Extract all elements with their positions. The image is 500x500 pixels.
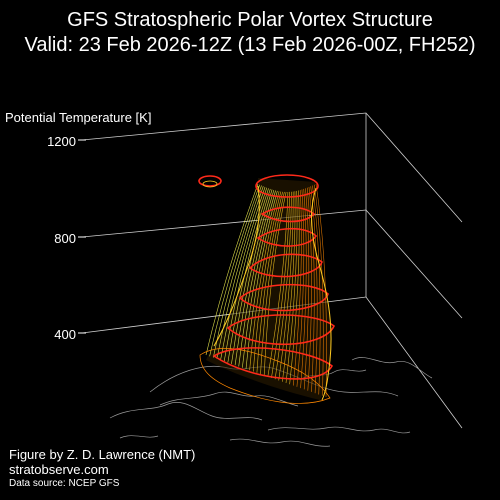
contour-ring xyxy=(248,253,323,278)
vortex-mesh-line xyxy=(238,189,275,367)
vortex-mesh-line xyxy=(308,186,315,392)
vortex-mesh-line xyxy=(220,186,266,361)
vortex-mesh-line xyxy=(310,186,318,394)
detached-vortex-fragment xyxy=(198,175,222,188)
coastline-segment xyxy=(351,357,433,379)
vortex-base-region xyxy=(199,348,331,404)
tick-label-1200: 1200 xyxy=(47,134,76,149)
axis-label: Potential Temperature [K] xyxy=(5,110,151,125)
vortex-mesh-line xyxy=(274,191,292,380)
vortex-mesh-line xyxy=(303,188,310,390)
contour-ring xyxy=(255,174,319,198)
figure-title-line2: Valid: 23 Feb 2026-12Z (13 Feb 2026-00Z,… xyxy=(24,34,476,56)
vortex-mesh-line xyxy=(285,190,298,384)
vortex-mesh-line xyxy=(313,184,324,396)
figure-title-line1: GFS Stratospheric Polar Vortex Structure xyxy=(67,9,433,31)
vortex-mesh-line xyxy=(289,190,300,385)
contour-ring xyxy=(238,283,329,312)
credit-website: stratobserve.com xyxy=(9,462,109,477)
vortex-mesh-line xyxy=(282,191,296,382)
tick-label-800: 800 xyxy=(54,231,76,246)
vortex-outline-right xyxy=(311,187,332,401)
credit-data-source: Data source: NCEP GFS xyxy=(9,478,120,489)
contour-ring xyxy=(226,314,335,346)
vortex-contours xyxy=(212,174,335,380)
vortex-mesh-line xyxy=(312,185,321,395)
coastline-segment xyxy=(229,438,331,447)
vortex-mesh-line xyxy=(260,191,285,375)
vortex-mesh-line xyxy=(212,185,262,358)
contour-ring xyxy=(256,227,318,247)
vortex-mesh-line xyxy=(271,191,290,378)
vortex-mesh-line xyxy=(306,187,312,391)
vortex-outline-left xyxy=(213,185,260,347)
vortex-mesh-line xyxy=(205,183,259,356)
vortex-mesh-line xyxy=(223,187,268,362)
grid-lines xyxy=(81,112,463,429)
vortex-mesh-line xyxy=(278,191,294,381)
coastline-segment xyxy=(267,426,411,434)
contour-ring xyxy=(260,206,316,223)
vortex-mesh-line xyxy=(209,184,261,357)
vortex-mesh-line xyxy=(216,186,264,359)
vortex-mesh-line xyxy=(263,191,287,376)
vortex-mesh-line xyxy=(292,190,302,386)
coastline-segment xyxy=(109,402,263,421)
vortex-mesh-line xyxy=(296,189,305,387)
tick-label-400: 400 xyxy=(54,327,76,342)
vortex-mesh-line xyxy=(315,183,327,398)
credit-author: Figure by Z. D. Lawrence (NMT) xyxy=(9,447,196,462)
vortex-mesh-line xyxy=(249,191,280,371)
vortex-mesh-line xyxy=(231,188,271,364)
coastline-segment xyxy=(119,435,159,439)
coastline-segment xyxy=(159,391,299,407)
polar-vortex-column xyxy=(199,174,335,404)
vortex-mesh-line xyxy=(234,189,273,366)
contour-ring xyxy=(212,347,334,380)
